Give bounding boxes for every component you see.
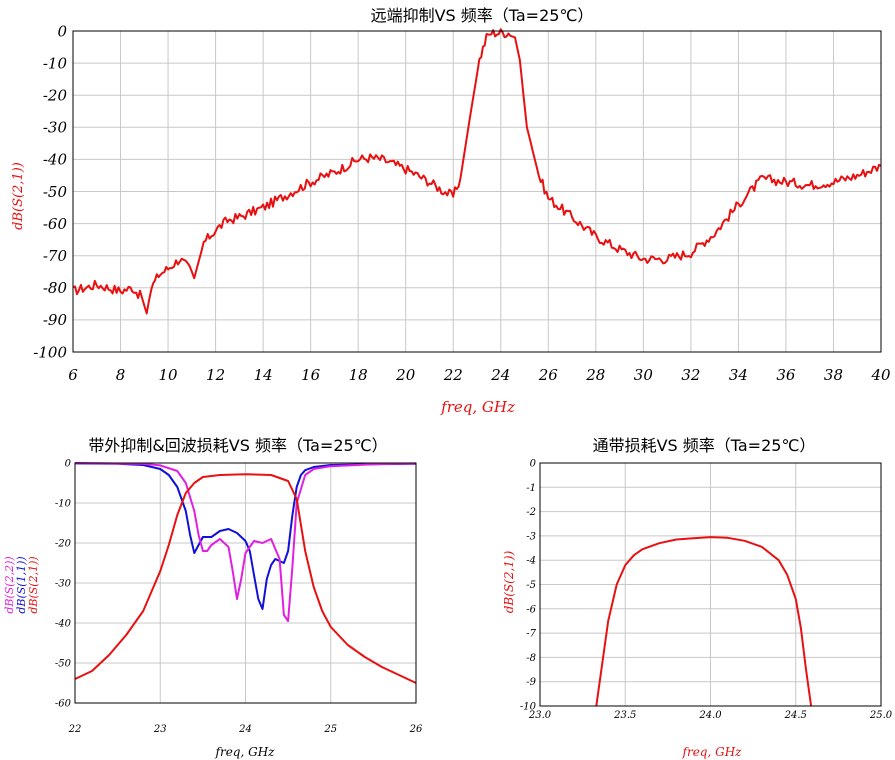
out-of-band-series [74,462,417,684]
x-tick-label: 23 [153,724,167,735]
y-tick-label: -1 [526,483,536,494]
x-tick-label: 34 [729,366,748,384]
x-tick-label: 26 [409,724,423,735]
x-tick-label: 12 [206,366,225,384]
y-tick-label: -70 [43,247,68,265]
out-of-band-chart: 带外抑制&回波损耗VS 频率（Ta=25℃） 0 -10 -20 -30 -40 -50 -… [3,436,423,759]
y-tick-label: -90 [43,311,68,329]
passband-loss-plot-frame [539,462,882,707]
series-line-1 [74,462,417,622]
far-rejection-x-ticks: 6 8 10 12 14 16 18 20 22 24 26 28 30 32 34 36 38 40 [68,366,891,384]
y-tick-label: -7 [526,629,536,640]
y-tick-label: 0 [57,22,67,40]
y-tick-label: -100 [33,343,67,361]
y-tick-label: -20 [43,86,68,104]
out-of-band-x-ticks: 22 23 24 25 26 [68,724,423,735]
x-tick-label: 25.0 [869,710,893,721]
passband-loss-x-axis-label: freq, GHz [682,745,743,759]
y-tick-label: -5 [526,580,536,591]
passband-loss-title: 通带损耗VS 频率（Ta=25℃） [593,436,816,455]
x-tick-label: 24 [490,366,510,384]
x-tick-label: 40 [870,366,891,384]
y-tick-label: -10 [55,499,72,510]
out-of-band-y-label-s11: dB(S(1,1)) [15,556,28,613]
x-tick-label: 22 [68,724,82,735]
y-tick-label: -40 [55,619,72,630]
out-of-band-grid [74,462,417,704]
y-tick-label: -80 [43,279,68,297]
x-tick-label: 24 [238,724,252,735]
out-of-band-y-label-s22: dB(S(2,2)) [3,556,16,613]
x-tick-label: 10 [159,366,179,384]
out-of-band-y-label-s21: dB(S(2,1)) [27,556,40,613]
x-tick-label: 24.0 [698,710,722,721]
series-line-2 [74,473,417,684]
y-tick-label: -6 [526,604,536,615]
x-tick-label: 20 [395,366,416,384]
far-rejection-series [72,28,882,315]
x-tick-label: 8 [116,366,126,384]
x-tick-label: 23.5 [613,710,636,721]
far-rejection-chart: 远端抑制VS 频率（Ta=25℃） 0 -10 -20 -30 -40 -50 -60 -70… [11,6,891,416]
passband-loss-chart: 通带损耗VS 频率（Ta=25℃） 0 -1 -2 -3 -4 -5 -6 -7 -8 -9 -10… [502,436,893,759]
out-of-band-y-ticks: 0 -10 -20 -30 -40 -50 -60 [55,459,72,710]
x-tick-label: 24.5 [784,710,807,721]
y-tick-label: -40 [43,151,68,169]
passband-loss-series [595,536,813,707]
far-rejection-x-axis-label: freq, GHz [440,398,515,416]
passband-loss-y-ticks: 0 -1 -2 -3 -4 -5 -6 -7 -8 -9 -10 [520,459,537,713]
x-tick-label: 16 [301,366,321,384]
x-tick-label: 6 [68,366,78,384]
passband-loss-y-axis-label: dB(S(2,1)) [502,550,516,613]
x-tick-label: 30 [634,366,654,384]
y-tick-label: -4 [526,556,536,567]
y-tick-label: -50 [55,659,72,670]
x-tick-label: 23.0 [528,710,552,721]
y-tick-label: -60 [55,699,72,710]
passband-loss-grid [539,462,882,707]
y-tick-label: -10 [43,54,68,72]
y-tick-label: 0 [530,459,537,470]
x-tick-label: 22 [443,366,463,384]
out-of-band-x-axis-label: freq, GHz [215,745,276,759]
y-tick-label: -30 [55,579,72,590]
x-tick-label: 36 [776,366,796,384]
series-line-0 [72,28,882,315]
passband-loss-x-ticks: 23.0 23.5 24.0 24.5 25.0 [528,710,893,721]
out-of-band-plot-frame [74,462,417,704]
x-tick-label: 14 [254,366,273,384]
x-tick-label: 18 [349,366,368,384]
x-tick-label: 38 [824,366,843,384]
far-rejection-y-axis-label: dB(S(2,1)) [11,162,26,230]
y-tick-label: -3 [526,531,536,542]
y-tick-label: -30 [43,119,68,137]
y-tick-label: -2 [526,507,536,518]
x-tick-label: 28 [585,366,605,384]
y-tick-label: -9 [526,677,536,688]
far-rejection-title: 远端抑制VS 频率（Ta=25℃） [371,6,594,25]
y-tick-label: -60 [43,215,68,233]
far-rejection-y-ticks: 0 -10 -20 -30 -40 -50 -60 -70 -80 -90 -100 [33,22,67,361]
x-tick-label: 25 [323,724,337,735]
y-tick-label: 0 [65,459,72,470]
x-tick-label: 32 [681,366,700,384]
y-tick-label: -20 [55,539,72,550]
series-line-0 [595,536,813,707]
y-tick-label: -10 [520,702,537,713]
out-of-band-title: 带外抑制&回波损耗VS 频率（Ta=25℃） [88,436,387,455]
x-tick-label: 26 [538,366,559,384]
far-rejection-plot-frame [72,30,882,353]
y-tick-label: -8 [526,653,536,664]
series-line-0 [74,462,417,610]
y-tick-label: -50 [43,183,68,201]
